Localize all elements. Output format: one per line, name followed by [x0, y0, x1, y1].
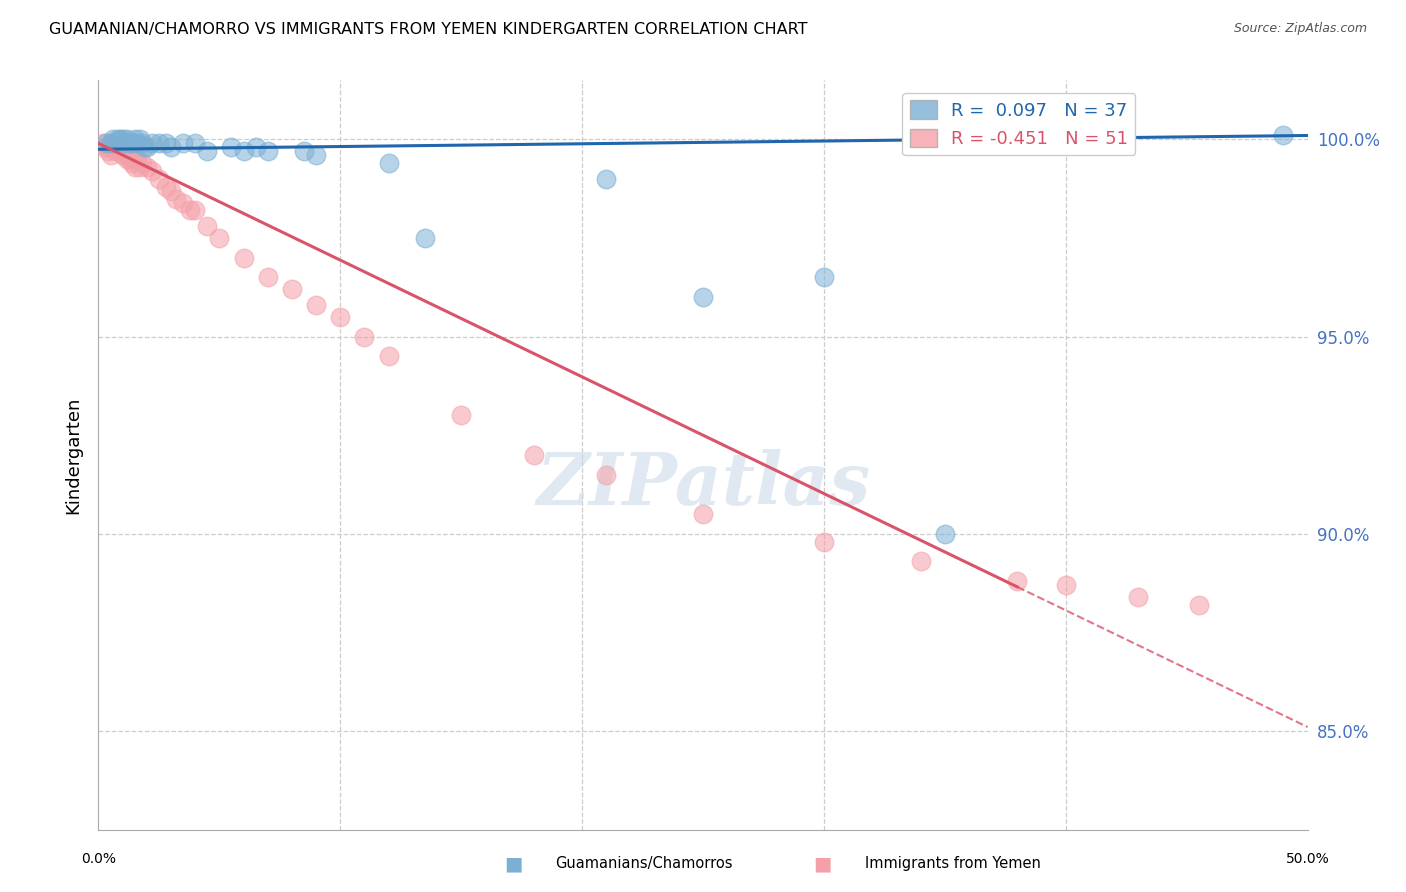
Legend: R =  0.097   N = 37, R = -0.451   N = 51: R = 0.097 N = 37, R = -0.451 N = 51 — [903, 93, 1135, 155]
Point — [813, 270, 835, 285]
Point — [117, 148, 139, 162]
Point — [135, 160, 157, 174]
Point — [104, 145, 127, 159]
Point — [934, 526, 956, 541]
Point — [232, 251, 254, 265]
Point — [107, 132, 129, 146]
Point — [377, 156, 399, 170]
Point — [100, 136, 122, 151]
Point — [353, 329, 375, 343]
Point — [256, 145, 278, 159]
Point — [124, 160, 146, 174]
Point — [101, 140, 124, 154]
Point — [94, 136, 117, 151]
Point — [184, 136, 207, 151]
Point — [97, 145, 120, 159]
Point — [256, 270, 278, 285]
Point — [1188, 598, 1211, 612]
Point — [100, 136, 122, 151]
Point — [450, 409, 472, 423]
Point — [329, 310, 352, 324]
Point — [195, 145, 218, 159]
Point — [148, 172, 170, 186]
Point — [94, 140, 117, 154]
Point — [155, 179, 177, 194]
Point — [131, 136, 153, 151]
Point — [160, 140, 183, 154]
Point — [155, 136, 177, 151]
Point — [413, 231, 436, 245]
Point — [165, 192, 187, 206]
Point — [305, 148, 328, 162]
Point — [292, 145, 315, 159]
Point — [134, 140, 156, 154]
Point — [595, 172, 617, 186]
Point — [141, 164, 163, 178]
Point — [118, 136, 141, 151]
Point — [813, 534, 835, 549]
Point — [117, 152, 139, 166]
Point — [111, 140, 134, 154]
Point — [94, 140, 117, 154]
Point — [107, 145, 129, 159]
Point — [523, 448, 546, 462]
Point — [124, 148, 146, 162]
Point — [100, 148, 122, 162]
Point — [117, 132, 139, 146]
Point — [118, 152, 141, 166]
Point — [131, 156, 153, 170]
Point — [141, 136, 163, 151]
Point — [184, 203, 207, 218]
Point — [692, 290, 714, 304]
Point — [1007, 574, 1029, 588]
Point — [101, 132, 124, 146]
Point — [127, 152, 149, 166]
Text: Immigrants from Yemen: Immigrants from Yemen — [865, 856, 1040, 871]
Point — [1272, 128, 1295, 143]
Text: 0.0%: 0.0% — [82, 853, 115, 866]
Point — [111, 132, 134, 146]
Point — [179, 203, 201, 218]
Point — [108, 145, 131, 159]
Text: ■: ■ — [503, 854, 523, 873]
Point — [128, 132, 150, 146]
Text: ZIPatlas: ZIPatlas — [536, 450, 870, 520]
Point — [108, 132, 131, 146]
Point — [305, 298, 328, 312]
Point — [208, 231, 231, 245]
Point — [114, 145, 136, 159]
Point — [595, 467, 617, 482]
Point — [135, 140, 157, 154]
Point — [114, 136, 136, 151]
Point — [221, 140, 243, 154]
Point — [692, 507, 714, 521]
Point — [91, 136, 114, 151]
Point — [172, 136, 194, 151]
Point — [128, 160, 150, 174]
Point — [148, 136, 170, 151]
Point — [377, 349, 399, 363]
Point — [104, 136, 127, 151]
Text: ■: ■ — [813, 854, 832, 873]
Point — [107, 140, 129, 154]
Y-axis label: Kindergarten: Kindergarten — [63, 396, 82, 514]
Point — [172, 195, 194, 210]
Point — [245, 140, 267, 154]
Point — [195, 219, 218, 234]
Point — [232, 145, 254, 159]
Point — [281, 282, 304, 296]
Point — [1054, 578, 1077, 592]
Point — [1128, 590, 1150, 604]
Point — [111, 148, 134, 162]
Text: GUAMANIAN/CHAMORRO VS IMMIGRANTS FROM YEMEN KINDERGARTEN CORRELATION CHART: GUAMANIAN/CHAMORRO VS IMMIGRANTS FROM YE… — [49, 22, 807, 37]
Text: Source: ZipAtlas.com: Source: ZipAtlas.com — [1233, 22, 1367, 36]
Point — [124, 132, 146, 146]
Point — [127, 136, 149, 151]
Text: Guamanians/Chamorros: Guamanians/Chamorros — [555, 856, 733, 871]
Text: 50.0%: 50.0% — [1285, 853, 1330, 866]
Point — [160, 184, 183, 198]
Point — [910, 554, 932, 568]
Point — [121, 136, 143, 151]
Point — [121, 156, 143, 170]
